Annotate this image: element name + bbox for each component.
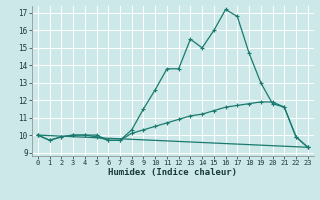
X-axis label: Humidex (Indice chaleur): Humidex (Indice chaleur) xyxy=(108,168,237,177)
